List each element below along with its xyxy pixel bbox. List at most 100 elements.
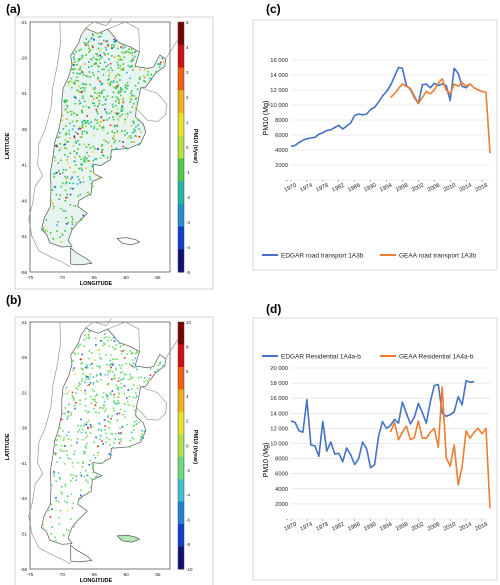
emission-cell	[127, 64, 130, 67]
emission-cell	[117, 47, 119, 50]
emission-cell	[115, 402, 118, 404]
emission-cell	[106, 40, 109, 42]
emission-cell	[76, 183, 79, 185]
emission-cell	[53, 475, 55, 477]
emission-cell	[103, 337, 106, 339]
y-tick-label: 20 000	[270, 366, 288, 372]
emission-cell	[83, 42, 86, 44]
emission-cell	[79, 102, 82, 104]
emission-cell	[73, 53, 75, 55]
emission-cell	[84, 366, 87, 369]
emission-cell	[54, 454, 57, 456]
emission-cell	[157, 369, 160, 372]
emission-cell	[150, 368, 152, 370]
emission-cell	[131, 60, 134, 62]
emission-cell	[104, 343, 106, 346]
emission-cell	[88, 350, 91, 352]
emission-cell	[93, 127, 95, 130]
colorbar-segment	[178, 22, 184, 46]
emission-cell	[72, 68, 75, 71]
emission-cell	[77, 128, 80, 130]
emission-cell	[115, 85, 118, 88]
emission-cell	[76, 388, 79, 391]
emission-cell	[78, 155, 81, 158]
colorbar-segment	[178, 44, 184, 68]
colorbar-segment	[178, 181, 184, 205]
emission-cell	[127, 85, 129, 87]
emission-cell	[82, 176, 84, 179]
emission-cell	[109, 444, 111, 446]
emission-cell	[63, 534, 65, 537]
emission-cell	[99, 157, 102, 159]
emission-cell	[62, 430, 64, 432]
emission-cell	[59, 509, 62, 512]
emission-cell	[89, 424, 92, 426]
series-line-0	[290, 66, 471, 148]
emission-cell	[83, 339, 86, 341]
emission-cell	[108, 112, 111, 114]
emission-cell	[105, 408, 107, 411]
emission-cell	[117, 92, 120, 94]
emission-cell	[73, 56, 75, 58]
emission-cell	[95, 380, 98, 382]
emission-cell	[137, 124, 139, 126]
emission-cell	[134, 50, 137, 53]
emission-cell	[65, 100, 67, 103]
emission-cell	[88, 40, 90, 43]
emission-cell	[109, 63, 112, 65]
emission-cell	[84, 122, 86, 124]
emission-cell	[132, 396, 134, 399]
emission-cell	[58, 170, 60, 172]
emission-cell	[70, 113, 73, 116]
emission-cell	[116, 419, 119, 421]
x-tick-label: 2010	[443, 183, 457, 194]
emission-cell	[102, 129, 105, 131]
colorbar-tick-label: 5	[186, 20, 189, 25]
emission-cell	[121, 109, 124, 112]
emission-cell	[90, 426, 92, 428]
emission-cell	[108, 453, 111, 455]
emission-cell	[61, 418, 63, 421]
emission-cell	[124, 416, 126, 418]
emission-cell	[92, 98, 95, 100]
emission-cell	[58, 149, 61, 152]
x-tick-label: 1970	[283, 522, 297, 533]
emission-cell	[138, 144, 140, 146]
emission-cell	[138, 142, 141, 145]
emission-cell	[58, 435, 61, 437]
colorbar-segment	[178, 90, 184, 114]
emission-cell	[153, 370, 156, 373]
emission-cell	[59, 194, 62, 197]
emission-cell	[133, 95, 135, 97]
emission-cell	[132, 405, 135, 407]
emission-cell	[69, 152, 72, 155]
emission-cell	[129, 111, 132, 113]
emission-cell	[92, 383, 95, 385]
emission-cell	[80, 431, 83, 434]
emission-cell	[137, 376, 140, 379]
chart-d-axes: - 2000 4000 6000 8000 10 000 12 000 14 000 16 00…	[270, 366, 490, 533]
emission-cell	[68, 129, 70, 132]
emission-cell	[119, 79, 121, 81]
emission-cell	[73, 399, 75, 401]
emission-cell	[150, 78, 153, 81]
colorbar-segment	[178, 524, 184, 548]
emission-cell	[110, 339, 112, 341]
emission-cell	[99, 80, 101, 83]
emission-cell	[77, 148, 79, 150]
emission-cell	[65, 450, 68, 452]
emission-cell	[118, 100, 120, 103]
emission-cell	[87, 44, 89, 47]
island-outline	[116, 237, 141, 246]
emission-cell	[78, 143, 81, 146]
emission-cell	[73, 404, 76, 407]
map-a-axes: 5 4 3 2 1 0 -1 -2 -3 -4 -5 -21 -26 -31 -36 -41 -46 -51 -56…	[20, 20, 190, 280]
emission-cell	[114, 77, 116, 79]
emission-cell	[89, 193, 92, 196]
emission-cell	[109, 364, 112, 367]
emission-cell	[56, 145, 58, 148]
colorbar-segment	[178, 389, 184, 413]
emission-cell	[86, 474, 89, 477]
emission-cell	[117, 403, 119, 406]
emission-cell	[103, 89, 105, 91]
